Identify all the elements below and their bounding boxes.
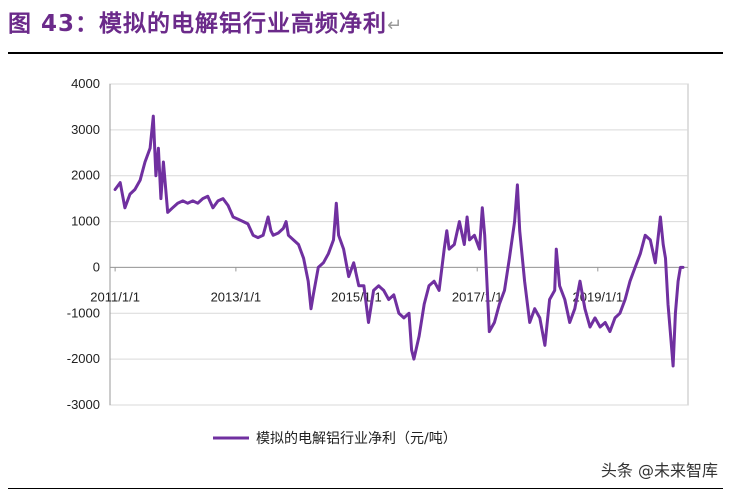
y-tick-label: 4000	[71, 76, 100, 91]
y-tick-label: 0	[93, 259, 100, 274]
y-tick-label: 2000	[71, 168, 100, 183]
watermark: 头条 @未来智库	[597, 457, 721, 481]
legend-label: 模拟的电解铝行业净利（元/吨）	[256, 431, 457, 447]
x-tick-label: 2013/1/1	[211, 289, 262, 304]
x-tick-label: 2015/1/1	[331, 289, 382, 304]
y-tick-label: 1000	[71, 214, 100, 229]
x-tick-label: 2011/1/1	[90, 289, 140, 304]
top-rule	[8, 52, 723, 54]
figure-title-text: 图 43：模拟的电解铝行业高频净利	[8, 11, 388, 37]
x-tick-label: 2017/1/1	[452, 289, 503, 304]
y-tick-label: -2000	[67, 351, 100, 366]
y-tick-label: -3000	[67, 397, 100, 412]
return-mark-icon: ↵	[387, 15, 404, 36]
bottom-rule	[8, 488, 723, 489]
figure-title: 图 43：模拟的电解铝行业高频净利↵	[8, 4, 403, 38]
x-tick-label: 2019/1/1	[573, 289, 624, 304]
plot-frame	[109, 83, 689, 406]
series-line	[113, 114, 685, 368]
y-tick-label: -1000	[67, 305, 100, 320]
y-tick-label: 3000	[71, 122, 100, 137]
